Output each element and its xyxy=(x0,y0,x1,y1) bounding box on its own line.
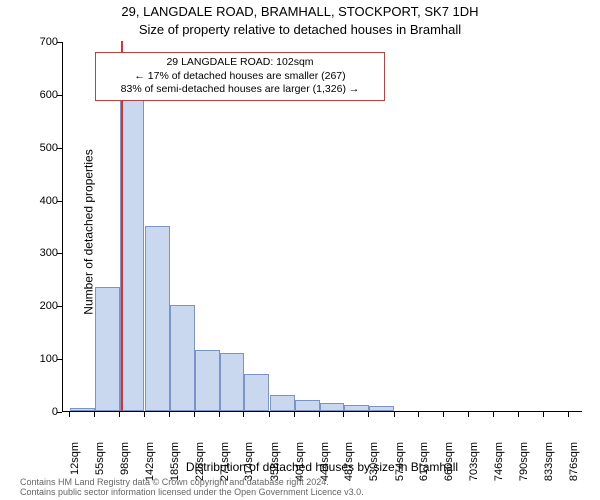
annotation-line-2: ← 17% of detached houses are smaller (26… xyxy=(102,70,378,84)
x-tick-mark xyxy=(343,412,344,417)
y-tick-label: 100 xyxy=(28,353,58,365)
histogram-bar xyxy=(170,305,195,411)
x-tick-mark xyxy=(368,412,369,417)
x-tick-mark xyxy=(394,412,395,417)
histogram-bar xyxy=(95,287,120,411)
y-tick-mark xyxy=(57,412,62,413)
y-tick-label: 600 xyxy=(28,89,58,101)
x-tick-mark xyxy=(493,412,494,417)
x-axis-label: Distribution of detached houses by size … xyxy=(62,460,582,474)
y-tick-label: 400 xyxy=(28,195,58,207)
x-tick-mark xyxy=(543,412,544,417)
x-tick-mark xyxy=(568,412,569,417)
title-line-1: 29, LANGDALE ROAD, BRAMHALL, STOCKPORT, … xyxy=(0,4,600,19)
x-tick-mark xyxy=(418,412,419,417)
x-tick-mark xyxy=(119,412,120,417)
histogram-bar xyxy=(220,353,245,411)
x-tick-mark xyxy=(319,412,320,417)
x-tick-mark xyxy=(518,412,519,417)
x-tick-mark xyxy=(219,412,220,417)
footer-line-2: Contains public sector information licen… xyxy=(20,488,580,498)
x-tick-mark xyxy=(269,412,270,417)
x-tick-mark xyxy=(468,412,469,417)
histogram-bar xyxy=(195,350,220,411)
x-tick-mark xyxy=(194,412,195,417)
annotation-line-3: 83% of semi-detached houses are larger (… xyxy=(102,83,378,97)
histogram-bar xyxy=(320,403,345,411)
annotation-box: 29 LANGDALE ROAD: 102sqm ← 17% of detach… xyxy=(95,52,385,101)
histogram-bar xyxy=(344,405,369,411)
x-tick-mark xyxy=(94,412,95,417)
chart-container: 29, LANGDALE ROAD, BRAMHALL, STOCKPORT, … xyxy=(0,0,600,500)
histogram-bar xyxy=(295,400,320,411)
histogram-bar xyxy=(270,395,295,411)
y-tick-label: 300 xyxy=(28,247,58,259)
y-tick-label: 700 xyxy=(28,36,58,48)
histogram-bar xyxy=(120,83,145,411)
y-tick-label: 0 xyxy=(28,406,58,418)
histogram-bar xyxy=(70,408,95,411)
x-tick-mark xyxy=(443,412,444,417)
footer: Contains HM Land Registry data © Crown c… xyxy=(20,478,580,498)
title-line-2: Size of property relative to detached ho… xyxy=(0,22,600,37)
y-tick-label: 200 xyxy=(28,300,58,312)
x-tick-mark xyxy=(69,412,70,417)
y-tick-label: 500 xyxy=(28,142,58,154)
x-tick-mark xyxy=(243,412,244,417)
histogram-bar xyxy=(145,226,170,411)
histogram-bar xyxy=(369,406,394,411)
annotation-line-1: 29 LANGDALE ROAD: 102sqm xyxy=(102,56,378,70)
x-tick-mark xyxy=(169,412,170,417)
histogram-bar xyxy=(244,374,269,411)
x-tick-mark xyxy=(294,412,295,417)
x-tick-mark xyxy=(144,412,145,417)
